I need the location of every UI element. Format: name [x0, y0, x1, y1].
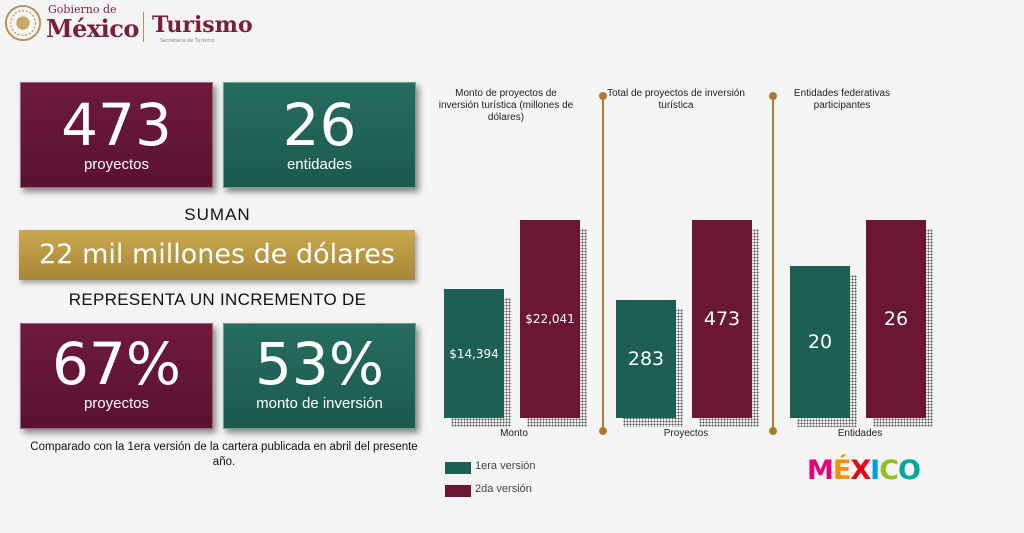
chart-xlabel-entities: Entidades: [837, 428, 883, 439]
entities-stat-label: entidades: [286, 156, 353, 173]
entities-stat-box: 26 entidades: [223, 82, 416, 188]
logo-letter: X: [850, 455, 871, 486]
logo-letter: C: [879, 455, 899, 486]
country-label: México: [46, 14, 139, 43]
legend-swatch-first-version: [445, 462, 471, 474]
comparison-note: Comparado con la 1era versión de la cart…: [30, 441, 418, 468]
mexico-brand-logo: MÉXICO: [807, 455, 921, 486]
national-seal-icon: [4, 4, 42, 42]
header: Gobierno de México Turismo Secretaría de…: [0, 0, 300, 50]
chart-divider: [599, 92, 607, 435]
legend-label-second-version: 2da versión: [475, 483, 532, 495]
chart-title-projects: Total de proyectos de inversión turístic…: [607, 88, 745, 111]
investment-increase-box: 53% monto de inversión: [223, 323, 416, 429]
bar-entities-first-version: 20: [790, 266, 850, 418]
projects-stat-label: proyectos: [83, 156, 150, 173]
increment-label: REPRESENTA UN INCREMENTO DE: [68, 290, 367, 309]
bar-entities-second-version: 26: [866, 220, 926, 418]
projects-stat-value: 473: [61, 91, 172, 159]
projects-increase-label: proyectos: [83, 395, 150, 412]
ministry-sublabel: Secretaría de Turismo: [160, 38, 215, 44]
projects-stat-box: 473 proyectos: [20, 82, 213, 188]
legend-item-second-version: 2da versión: [445, 483, 585, 499]
logo-letter: I: [870, 455, 880, 486]
investment-increase-value: 53%: [255, 330, 384, 398]
total-banner: 22 mil millones de dólares: [19, 230, 415, 280]
legend-item-first-version: 1era versión: [445, 460, 585, 476]
charts-panel: Monto de proyectos de inversión turístic…: [436, 80, 936, 520]
chart-title-amount: Monto de proyectos de inversión turístic…: [438, 88, 574, 123]
projects-increase-box: 67% proyectos: [20, 323, 213, 429]
logo-letter: É: [832, 455, 851, 486]
investment-increase-label: monto de inversión: [256, 395, 383, 412]
chart-xlabel-amount: Monto: [500, 428, 528, 439]
entities-stat-value: 26: [282, 91, 357, 159]
chart-divider: [769, 92, 777, 435]
ministry-label: Turismo: [152, 12, 253, 38]
logo-letter: M: [807, 455, 834, 486]
chart-legend: 1era versión 2da versión: [445, 460, 585, 510]
bar-amount-first-version: $14,394: [444, 289, 504, 418]
bar-amount-second-version: $22,041: [520, 220, 580, 418]
legend-label-first-version: 1era versión: [475, 460, 536, 472]
sum-label: SUMAN: [184, 205, 251, 224]
bar-projects-first-version: 283: [616, 300, 676, 418]
legend-swatch-second-version: [445, 485, 471, 497]
chart-xlabel-projects: Proyectos: [663, 428, 709, 439]
projects-increase-value: 67%: [52, 330, 181, 398]
header-divider: [143, 12, 144, 42]
logo-letter: O: [898, 455, 921, 486]
bar-projects-second-version: 473: [692, 220, 752, 418]
government-label: Gobierno de: [48, 3, 117, 16]
chart-title-entities: Entidades federativas participantes: [793, 88, 891, 111]
